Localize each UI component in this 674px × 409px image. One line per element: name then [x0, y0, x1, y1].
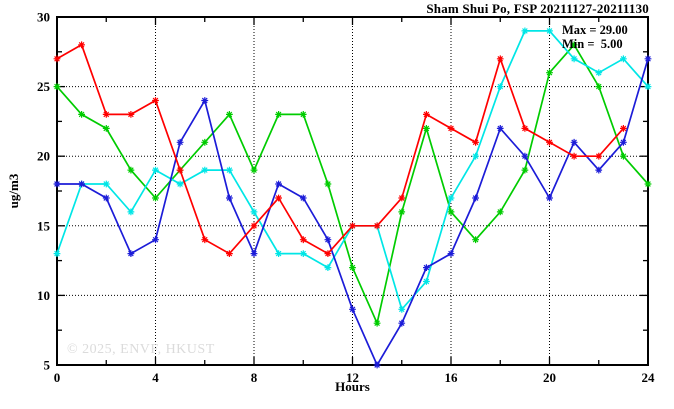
y-tick-label: 20: [37, 149, 50, 164]
y-tick-label: 30: [37, 10, 50, 25]
y-tick-label: 5: [44, 358, 51, 373]
x-tick-label: 24: [642, 370, 656, 385]
watermark: © 2025, ENVF, HKUST: [67, 342, 215, 357]
legend-box: Max = 29.00 Min = 5.00: [562, 23, 628, 51]
legend-max-label: Max = 29.00: [562, 23, 628, 37]
x-tick-label: 4: [152, 370, 159, 385]
x-tick-label: 12: [346, 370, 359, 385]
chart-title: Sham Shui Po, FSP 20211127-20211130: [426, 1, 649, 16]
x-tick-label: 16: [445, 370, 459, 385]
plot-border: [56, 16, 649, 366]
y-tick-label: 10: [37, 288, 50, 303]
series-markers-blue: [53, 55, 652, 369]
x-axis-label: Hours: [335, 379, 370, 394]
series-line-red: [56, 43, 625, 255]
x-tick-label: 0: [54, 370, 61, 385]
x-tick-label: 8: [251, 370, 258, 385]
y-tick-label: 15: [37, 218, 51, 233]
y-tick-label: 25: [37, 79, 51, 94]
legend-min-label: Min = 5.00: [562, 37, 623, 51]
x-tick-label: 20: [543, 370, 556, 385]
y-axis-label: ug/m3: [6, 173, 21, 209]
series-markers-red: [53, 41, 627, 257]
